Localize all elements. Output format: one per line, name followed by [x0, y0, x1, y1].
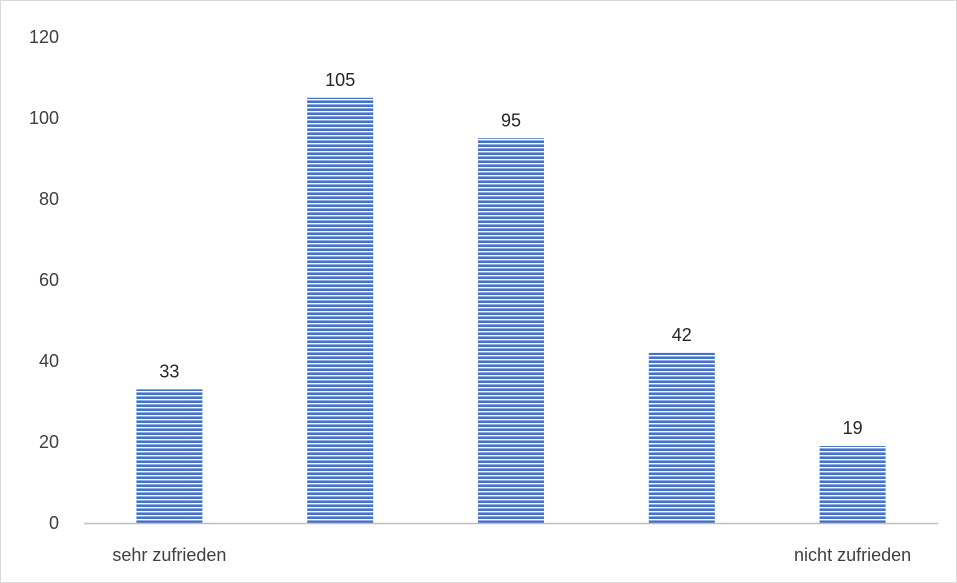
data-labels-group: 33 105 95 42 19 — [159, 70, 862, 438]
x-axis-tick-labels: sehr zufrieden nicht zufrieden — [112, 545, 911, 565]
bar-data-label: 19 — [843, 418, 863, 438]
x-category-label: nicht zufrieden — [794, 545, 911, 565]
y-tick-label: 60 — [39, 270, 59, 290]
bar — [307, 97, 374, 523]
bar-data-label: 95 — [501, 110, 521, 130]
bar — [136, 389, 203, 523]
bar-data-label: 42 — [672, 325, 692, 345]
bar-data-label: 105 — [325, 70, 355, 90]
bar — [648, 352, 715, 523]
y-axis-tick-labels: 0 20 40 60 80 100 120 — [29, 27, 59, 533]
y-tick-label: 120 — [29, 27, 59, 47]
y-tick-label: 0 — [49, 513, 59, 533]
y-tick-label: 40 — [39, 351, 59, 371]
bar-data-label: 33 — [159, 361, 179, 381]
x-category-label: sehr zufrieden — [112, 545, 226, 565]
bar — [478, 138, 544, 523]
y-tick-label: 20 — [39, 432, 59, 452]
y-tick-label: 80 — [39, 189, 59, 209]
bar — [819, 446, 886, 523]
bars-group — [136, 97, 886, 523]
y-tick-label: 100 — [29, 108, 59, 128]
